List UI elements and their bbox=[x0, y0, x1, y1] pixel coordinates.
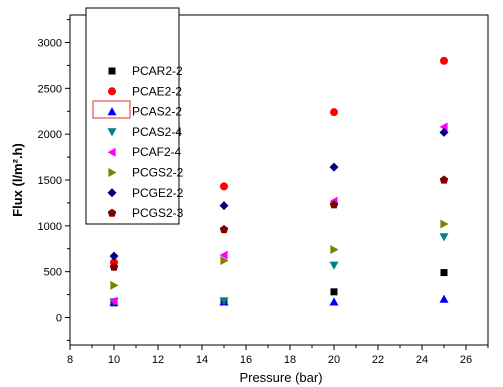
data-point-pcgs2-2 bbox=[220, 256, 229, 266]
y-tick-label: 0 bbox=[56, 313, 62, 325]
x-tick-label: 22 bbox=[372, 354, 384, 366]
data-point-pcas2-2 bbox=[329, 297, 339, 306]
legend-marker-pcar2-2 bbox=[108, 67, 116, 75]
y-tick-label: 500 bbox=[44, 267, 62, 279]
legend-marker-pcas2-2 bbox=[107, 107, 117, 116]
legend-label: PCGS2-3 bbox=[132, 206, 184, 220]
data-point-pcgs2-2 bbox=[330, 245, 339, 255]
data-point-pcas2-4 bbox=[439, 233, 449, 242]
legend-label: PCAS2-2 bbox=[132, 105, 182, 119]
data-point-pcaf2-4 bbox=[439, 122, 448, 132]
legend-marker-pcae2-2 bbox=[108, 87, 116, 96]
data-point-pcge2-2 bbox=[439, 127, 449, 137]
y-tick-label: 1000 bbox=[38, 221, 62, 233]
data-point-pcas2-4 bbox=[219, 297, 229, 306]
x-axis-label: Pressure (bar) bbox=[239, 370, 322, 385]
legend-marker-pcge2-2 bbox=[107, 188, 117, 198]
data-point-pcae2-2 bbox=[330, 108, 338, 117]
legend-label: PCGE2-2 bbox=[132, 186, 184, 200]
x-tick-label: 10 bbox=[108, 354, 120, 366]
x-tick-label: 24 bbox=[416, 354, 428, 366]
legend: PCAR2-2 PCAE2-2 PCAS2-2 PCAS2-4 PCAF2-4 PCGS2… bbox=[85, 7, 184, 225]
legend-highlight bbox=[92, 100, 131, 119]
data-point-pcaf2-4 bbox=[219, 250, 228, 260]
y-tick-label: 2500 bbox=[38, 83, 62, 95]
x-tick-label: 12 bbox=[152, 354, 164, 366]
data-point-pcar2-2 bbox=[330, 288, 338, 296]
x-tick-label: 20 bbox=[328, 354, 340, 366]
y-tick-label: 2000 bbox=[38, 129, 62, 141]
x-tick-label: 8 bbox=[67, 354, 73, 366]
y-tick-label: 1500 bbox=[38, 175, 62, 187]
legend-marker-pcaf2-4 bbox=[107, 147, 116, 157]
data-point-pcar2-2 bbox=[440, 269, 448, 277]
legend-marker-pcgs2-3 bbox=[107, 208, 117, 217]
y-tick-label: 3000 bbox=[38, 38, 62, 50]
legend-label: PCAE2-2 bbox=[132, 84, 182, 98]
data-point-pcae2-2 bbox=[220, 182, 228, 191]
x-tick-label: 18 bbox=[284, 354, 296, 366]
legend-marker-pcgs2-2 bbox=[108, 168, 117, 177]
plot-frame bbox=[69, 14, 489, 346]
data-point-pcge2-2 bbox=[329, 162, 339, 172]
legend-box bbox=[85, 7, 180, 225]
legend-label: PCAR2-2 bbox=[132, 64, 183, 78]
data-point-pcae2-2 bbox=[440, 56, 448, 65]
data-point-pcge2-2 bbox=[109, 251, 119, 261]
data-point-pcgs2-3 bbox=[109, 262, 119, 271]
x-tick-label: 26 bbox=[460, 354, 472, 366]
data-point-pcgs2-2 bbox=[110, 280, 119, 290]
data-point-pcas2-4 bbox=[329, 261, 339, 270]
legend-label: PCGS2-2 bbox=[132, 166, 184, 180]
legend-label: PCAF2-4 bbox=[132, 145, 182, 159]
x-tick-label: 16 bbox=[240, 354, 252, 366]
data-point-pcgs2-3 bbox=[439, 175, 449, 184]
legend-marker-pcas2-4 bbox=[107, 128, 117, 137]
data-point-pcaf2-4 bbox=[109, 296, 118, 306]
data-point-pcgs2-2 bbox=[440, 219, 449, 229]
legend-label: PCAS2-4 bbox=[132, 125, 182, 139]
data-point-pcgs2-3 bbox=[329, 200, 339, 209]
data-point-pcge2-2 bbox=[219, 201, 229, 211]
data-point-pcas2-2 bbox=[439, 294, 449, 303]
y-axis-label: Flux (l/m².h) bbox=[10, 143, 25, 217]
data-point-pcgs2-3 bbox=[219, 225, 229, 234]
x-tick-label: 14 bbox=[196, 354, 208, 366]
